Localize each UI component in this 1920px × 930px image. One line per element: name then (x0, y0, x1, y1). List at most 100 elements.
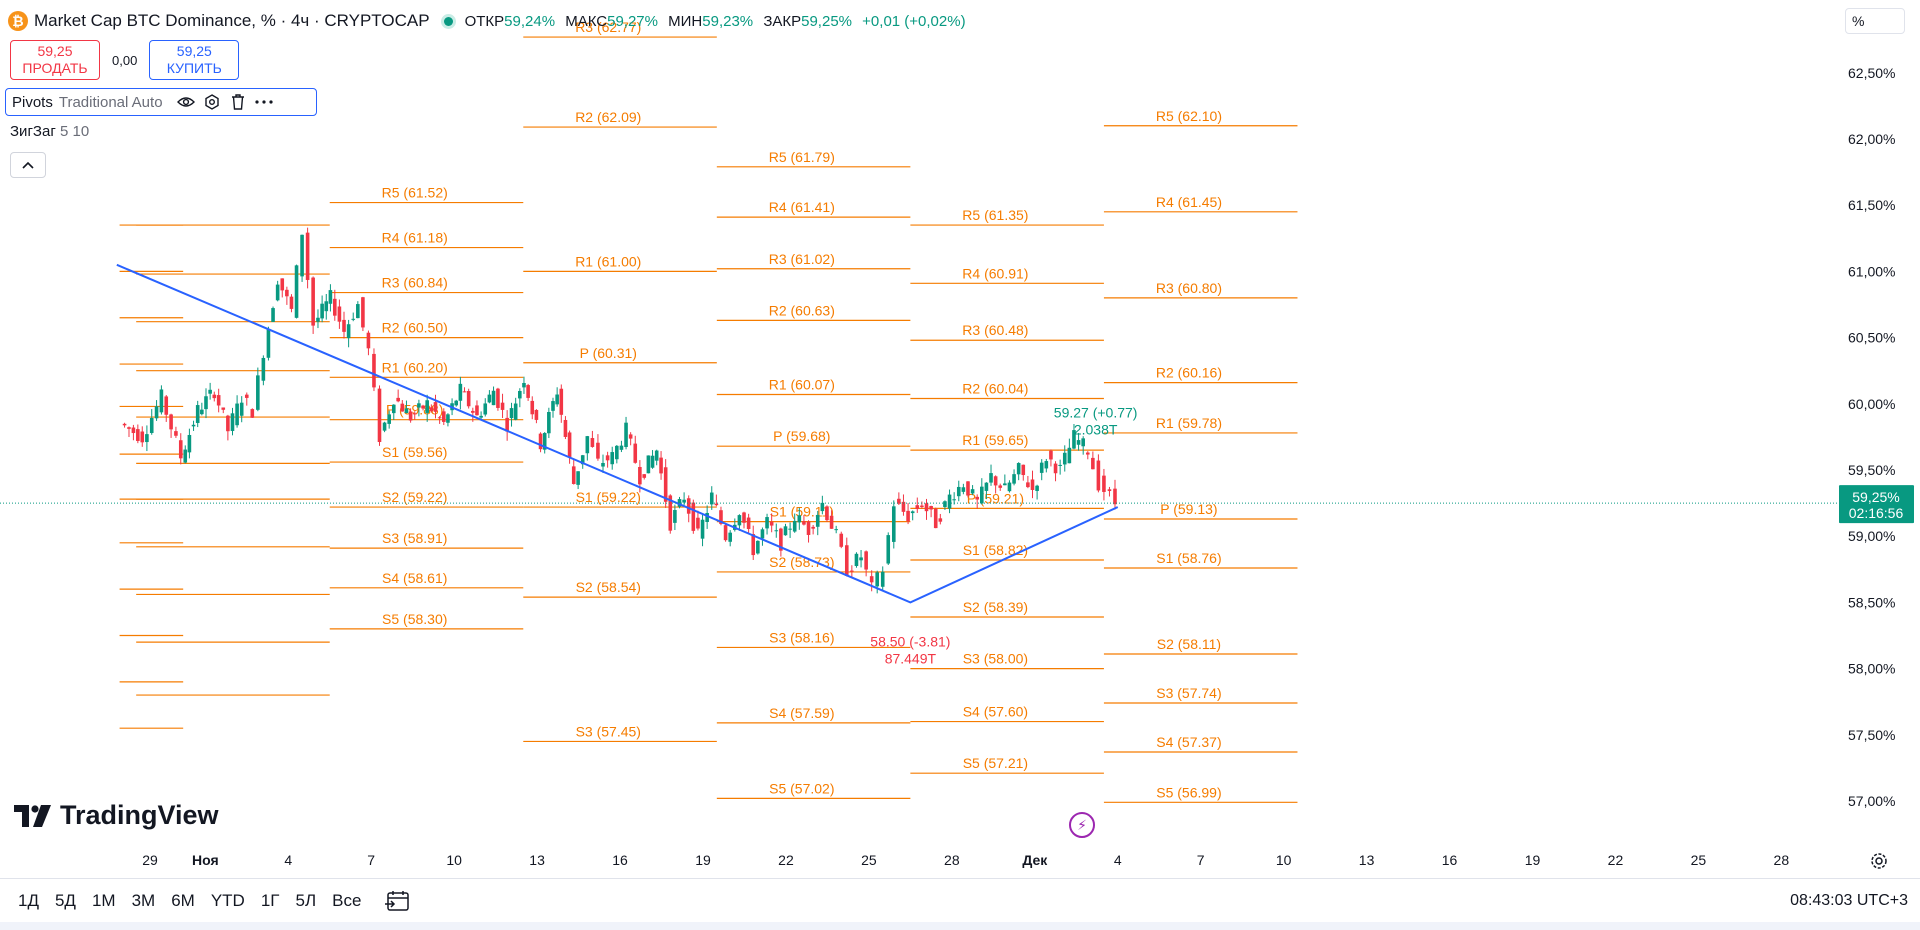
candle-body (811, 526, 815, 529)
pivot-level-label: S3 (58.16) (769, 629, 834, 645)
pivot-level-label: R1 (59.78) (1156, 415, 1222, 431)
candle-body (256, 375, 260, 410)
pivot-level-label: P (60.31) (580, 345, 637, 361)
candle-body (226, 415, 230, 432)
pivot-level-label: P (59.68) (773, 428, 830, 444)
pivots-indicator-legend[interactable]: Pivots Traditional Auto (5, 88, 317, 116)
clock-time[interactable]: 08:43:03 UTC+3 (1790, 892, 1908, 909)
candle-body (433, 402, 438, 412)
more-icon[interactable] (251, 100, 277, 104)
eye-icon[interactable] (173, 96, 199, 108)
range-all-button[interactable]: Все (332, 891, 362, 910)
unit-selector[interactable]: % (1845, 8, 1905, 34)
tradingview-logo[interactable]: TradingView (14, 800, 219, 831)
pivot-level-label: S2 (58.54) (576, 579, 641, 595)
candle-body (1053, 463, 1058, 474)
candle-body (458, 383, 463, 401)
calendar-range-icon[interactable] (385, 890, 411, 912)
candle-body (479, 415, 483, 418)
candle-body (691, 502, 696, 531)
buy-button[interactable]: 59,25 КУПИТЬ (149, 40, 240, 80)
candle-body (696, 517, 700, 529)
candle-body (235, 403, 239, 426)
candle-body (487, 394, 492, 403)
gear-icon[interactable] (1868, 850, 1890, 872)
candle-body (650, 455, 655, 468)
pivot-level-label: S4 (57.59) (769, 705, 834, 721)
zigzag-pivot-label: 58.50 (-3.81) (870, 633, 950, 649)
trash-icon[interactable] (225, 94, 251, 110)
range-6m-button[interactable]: 6М (171, 891, 195, 910)
y-axis-tick-label: 58,00% (1848, 661, 1895, 677)
y-axis-tick-label: 59,00% (1848, 528, 1895, 544)
sell-price: 59,25 (37, 43, 73, 59)
candle-body (760, 529, 765, 539)
candle-body (1081, 438, 1085, 447)
x-axis-tick-label: 7 (1197, 852, 1205, 868)
range-5y-button[interactable]: 5Л (295, 891, 317, 910)
candle-body (1016, 463, 1021, 475)
candle-body (408, 411, 413, 421)
range-1m-button[interactable]: 1М (91, 891, 116, 910)
candle-body (178, 440, 183, 459)
candle-body (802, 521, 806, 525)
candle-body (820, 502, 825, 512)
pivot-level-label: S3 (57.45) (576, 723, 641, 739)
candle-body (915, 505, 920, 510)
candle-body (518, 390, 522, 399)
pivot-level-label: S1 (59.22) (576, 489, 641, 505)
range-3m-button[interactable]: 3М (131, 891, 156, 910)
candle-body (580, 455, 585, 465)
candle-body (136, 429, 140, 441)
candle-body (547, 412, 551, 434)
candle-body (924, 503, 929, 512)
range-ytd-button[interactable]: YTD (210, 891, 245, 910)
zigzag-indicator-legend[interactable]: ЗигЗаг 5 10 (10, 123, 89, 140)
candle-body (300, 234, 304, 277)
candle-body (783, 526, 788, 536)
candle-body (289, 296, 294, 309)
chevron-up-icon (22, 161, 34, 169)
candle-body (746, 517, 751, 529)
candle-body (947, 494, 952, 509)
candle-body (619, 445, 624, 450)
candle-body (513, 403, 518, 420)
settings-icon[interactable] (199, 94, 225, 110)
candle-body (1062, 452, 1067, 465)
range-1d-button[interactable]: 1Д (18, 891, 39, 910)
candle-body (559, 388, 564, 415)
candle-body (425, 400, 429, 413)
candle-body (305, 232, 310, 280)
candle-body (585, 436, 590, 454)
pivot-level-label: R4 (60.91) (962, 265, 1028, 281)
x-axis-tick-label: 19 (695, 852, 711, 868)
candle-body (441, 411, 446, 422)
x-axis-tick-label: 29 (142, 852, 158, 868)
candle-body (1067, 447, 1072, 464)
lightning-icon[interactable]: ⚡ (1069, 812, 1095, 838)
candle-body (311, 277, 315, 326)
x-axis-tick-label: 4 (284, 852, 292, 868)
candle-body (244, 394, 249, 398)
candle-body (154, 406, 159, 419)
candle-body (324, 301, 329, 312)
candle-body (714, 503, 719, 506)
candles (122, 227, 1117, 594)
collapse-legend-button[interactable] (10, 152, 46, 178)
candle-body (1003, 483, 1007, 486)
candle-body (294, 265, 299, 318)
candle-body (756, 540, 760, 554)
range-5d-button[interactable]: 5Д (54, 891, 76, 910)
symbol-title[interactable]: Market Cap BTC Dominance, % · 4ч · CRYPT… (34, 11, 430, 30)
market-status-icon[interactable] (443, 16, 453, 26)
range-1y-button[interactable]: 1Г (260, 891, 280, 910)
candle-body (975, 496, 979, 500)
sell-label: ПРОДАТЬ (22, 60, 88, 76)
candle-body (989, 473, 993, 483)
candle-body (496, 388, 500, 408)
candle-body (483, 403, 488, 415)
sell-button[interactable]: 59,25 ПРОДАТЬ (10, 40, 100, 80)
y-axis-tick-label: 61,50% (1848, 197, 1895, 213)
candle-body (774, 530, 779, 532)
